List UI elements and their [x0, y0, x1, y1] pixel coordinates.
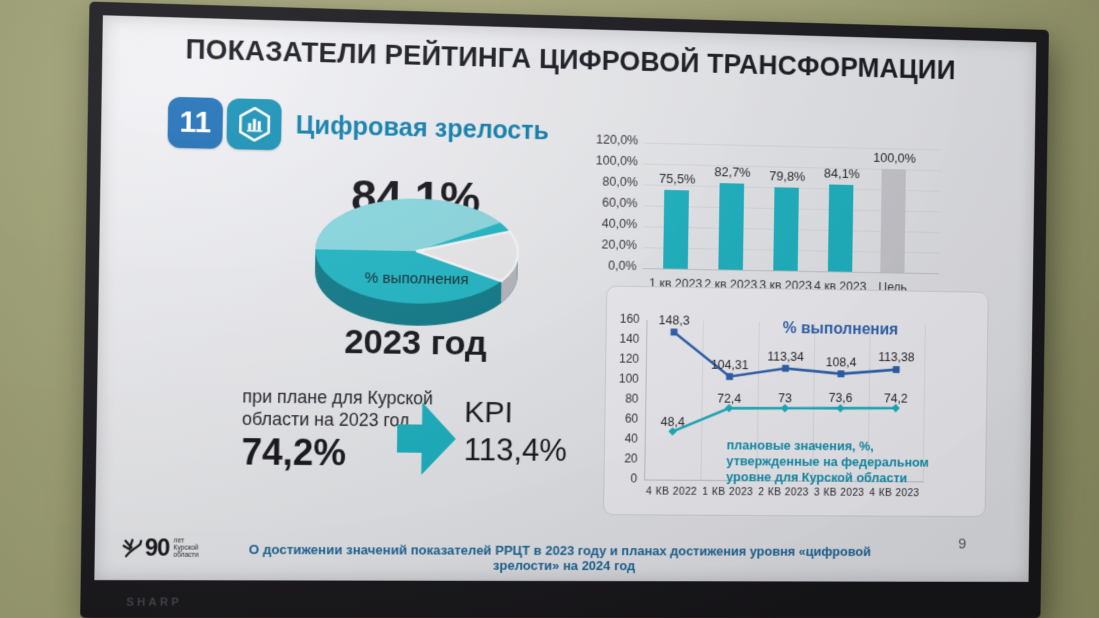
kpi-label: KPI: [464, 395, 514, 430]
tv-frame: ПОКАЗАТЕЛИ РЕЙТИНГА ЦИФРОВОЙ ТРАНСФОРМАЦ…: [80, 1, 1049, 618]
x-tick-label: 3 КВ 2023: [813, 486, 865, 499]
kpi-value: 113,4%: [463, 431, 568, 468]
y-tick-label: 20,0%: [601, 237, 637, 253]
x-tick-label: 4 КВ 2023: [869, 486, 920, 500]
pie-inner-label: % выполнения: [364, 269, 469, 289]
y-tick-label: 100: [618, 371, 639, 386]
line-chart-annotation: плановые значения, %, утвержденные на фе…: [726, 437, 929, 485]
y-tick-label: 60,0%: [602, 195, 638, 211]
x-tick-label: 2 КВ 2023: [758, 486, 810, 499]
bar-q3-2023: [773, 187, 799, 271]
point-label: 73,6: [828, 390, 853, 405]
footer-text: О достижении значений показателей РРЦТ в…: [248, 541, 872, 574]
page-number: 9: [958, 535, 967, 553]
slide: ПОКАЗАТЕЛИ РЕЙТИНГА ЦИФРОВОЙ ТРАНСФОРМАЦ…: [94, 15, 1037, 582]
point-label: 74,2: [883, 391, 908, 406]
logo-mark-icon: [122, 537, 143, 560]
y-tick-label: 120,0%: [596, 132, 639, 148]
indicator-name: Цифровая зрелость: [295, 110, 550, 145]
y-tick-label: 80,0%: [602, 174, 638, 190]
y-tick-label: 0: [630, 471, 638, 486]
y-tick-label: 60: [624, 411, 639, 426]
line-chart-title: % выполнения: [782, 320, 899, 339]
line-chart: 0 20 40 60 80 100 120 140 160: [103, 15, 1036, 518]
y-tick-label: 160: [619, 311, 640, 326]
y-tick-label: 20: [624, 451, 638, 466]
pie-year-label: 2023 год: [343, 322, 488, 363]
line-series: [644, 320, 926, 481]
x-tick-label: 1 КВ 2023: [702, 485, 754, 499]
point-label: 48,4: [660, 414, 685, 430]
indicator-number-badge: 11: [167, 96, 224, 149]
tv-brand-label: SHARP: [126, 596, 182, 609]
y-tick-label: 100,0%: [595, 153, 639, 169]
logo-number: 90: [144, 534, 170, 561]
x-tick-label: 4 КВ 2022: [646, 485, 698, 498]
y-tick-label: 40,0%: [601, 216, 638, 232]
y-tick-label: 140: [619, 331, 640, 346]
hexagon-bar-chart-icon: [226, 98, 282, 151]
point-label: 108,4: [825, 355, 857, 370]
point-label: 104,31: [710, 357, 749, 373]
bar-value-label: 79,8%: [769, 168, 806, 184]
pie-chart: [314, 196, 529, 328]
indicator-badge-row: 11 Цифровая зрелость: [167, 96, 550, 157]
point-label: 73: [778, 391, 792, 406]
y-tick-label: 0,0%: [608, 258, 637, 274]
bar-value-label: 75,5%: [658, 170, 696, 187]
anniversary-logo: 90 лет Курской области: [122, 534, 199, 562]
bar-value-label: 84,1%: [823, 165, 860, 182]
plan-value: 74,2%: [241, 430, 347, 474]
point-label: 113,34: [767, 349, 804, 364]
bar-q2-2023: [718, 183, 745, 270]
bar-value-label: 100,0%: [873, 149, 916, 166]
slide-title: ПОКАЗАТЕЛИ РЕЙТИНГА ЦИФРОВОЙ ТРАНСФОРМАЦ…: [185, 33, 956, 86]
bar-q4-2023: [827, 184, 854, 272]
y-tick-label: 120: [619, 351, 640, 366]
point-label: 148,3: [658, 313, 690, 328]
y-tick-label: 40: [624, 431, 638, 446]
y-tick-label: 80: [625, 391, 639, 406]
point-label: 72,4: [717, 391, 742, 406]
point-label: 113,38: [878, 350, 915, 365]
bar-value-label: 82,7%: [714, 164, 751, 180]
bar-q1-2023: [663, 189, 689, 269]
gridline: [644, 142, 941, 151]
logo-caption: лет Курской области: [173, 537, 199, 559]
bar-goal-2030: [880, 168, 906, 273]
